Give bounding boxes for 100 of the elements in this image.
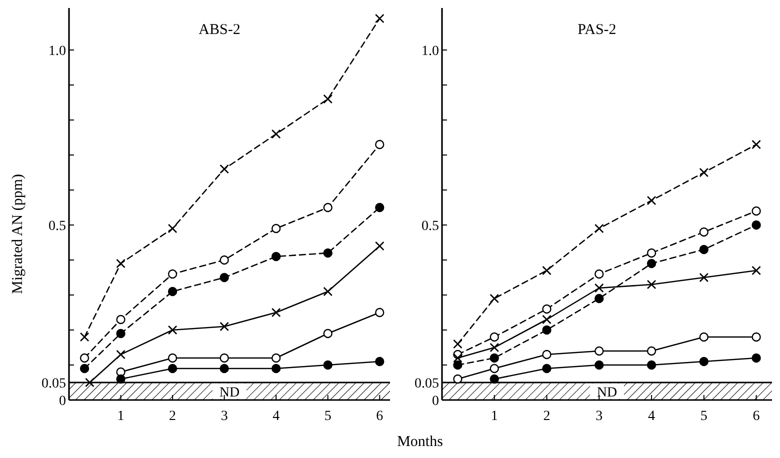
text: ABS-2	[198, 22, 240, 38]
point	[375, 140, 384, 150]
point	[490, 294, 500, 304]
point	[699, 272, 709, 282]
point	[490, 342, 500, 352]
x-tick-label: 5	[324, 409, 332, 424]
point	[594, 360, 604, 370]
point	[220, 255, 229, 265]
point	[453, 374, 462, 384]
point	[80, 364, 90, 374]
point	[168, 353, 178, 363]
point	[323, 248, 332, 258]
point	[453, 339, 462, 349]
point	[116, 350, 126, 360]
x-tick-label: 3	[220, 409, 228, 424]
point	[168, 269, 178, 279]
point	[323, 360, 332, 370]
point	[594, 294, 604, 304]
point	[375, 356, 384, 366]
point	[699, 332, 709, 342]
point	[594, 269, 604, 279]
point	[323, 94, 333, 104]
point	[168, 325, 178, 335]
point	[542, 325, 552, 335]
point	[271, 308, 281, 318]
point	[752, 266, 761, 276]
point	[594, 283, 604, 293]
point	[220, 364, 229, 374]
y-tick-label: 0	[59, 394, 66, 409]
y-tick-label: 0.05	[414, 376, 439, 392]
point	[752, 206, 761, 216]
point	[752, 332, 761, 342]
point	[116, 258, 126, 268]
x-tick-label: 4	[272, 409, 280, 424]
point	[646, 196, 656, 206]
y-tick-label: 0	[432, 394, 439, 409]
x-tick-label: 6	[752, 409, 760, 424]
point	[699, 168, 709, 178]
point	[752, 220, 761, 230]
point	[374, 14, 384, 24]
point	[542, 314, 552, 324]
y-tick-label: 1.0	[48, 44, 66, 59]
point	[453, 353, 462, 363]
x-tick-label: 2	[543, 409, 550, 424]
point	[220, 353, 229, 363]
x-tick-label: 2	[169, 409, 176, 424]
point	[594, 224, 604, 234]
y-axis-title: Migrated AN (ppm)	[10, 174, 26, 294]
x-tick-label: 4	[648, 409, 656, 424]
text: PAS-2	[578, 22, 616, 38]
y-tick-label: 0.5	[422, 219, 439, 234]
point	[271, 224, 281, 234]
x-axis-title: Months	[397, 434, 444, 450]
point	[542, 304, 552, 314]
x-tick-label: 1	[117, 409, 124, 424]
x-tick-label: 3	[596, 409, 603, 424]
point	[116, 328, 126, 338]
point	[699, 244, 709, 254]
point	[80, 332, 90, 342]
point	[85, 378, 94, 388]
point	[116, 314, 126, 324]
point	[323, 328, 332, 338]
point	[271, 353, 281, 363]
point	[323, 286, 333, 296]
x-tick-label: 1	[490, 409, 498, 424]
point	[220, 164, 229, 174]
x-tick-label: 6	[376, 409, 384, 424]
point	[220, 322, 229, 332]
point	[752, 140, 761, 150]
band-label: ND	[596, 385, 618, 400]
point	[646, 346, 656, 356]
x-tick-label: 5	[700, 409, 708, 424]
band-label: ND	[219, 385, 240, 400]
point	[646, 258, 656, 268]
point	[271, 252, 281, 262]
point	[490, 374, 499, 384]
point	[542, 364, 552, 374]
point	[271, 364, 281, 374]
point	[594, 346, 604, 356]
point	[490, 353, 499, 363]
point	[168, 286, 178, 296]
y-tick-label: 1.0	[422, 44, 439, 59]
point	[80, 353, 90, 363]
point	[646, 280, 656, 290]
point	[374, 241, 384, 251]
point	[490, 364, 499, 374]
point	[271, 129, 281, 139]
point	[453, 360, 462, 370]
point	[752, 353, 761, 363]
point	[375, 202, 384, 212]
point	[646, 360, 656, 370]
point	[116, 374, 126, 384]
point	[542, 350, 552, 360]
point	[168, 224, 178, 234]
point	[699, 227, 709, 237]
point	[646, 248, 656, 258]
point	[323, 202, 332, 212]
point	[375, 308, 384, 318]
y-tick-label: 0.05	[42, 376, 66, 392]
point	[168, 364, 178, 374]
